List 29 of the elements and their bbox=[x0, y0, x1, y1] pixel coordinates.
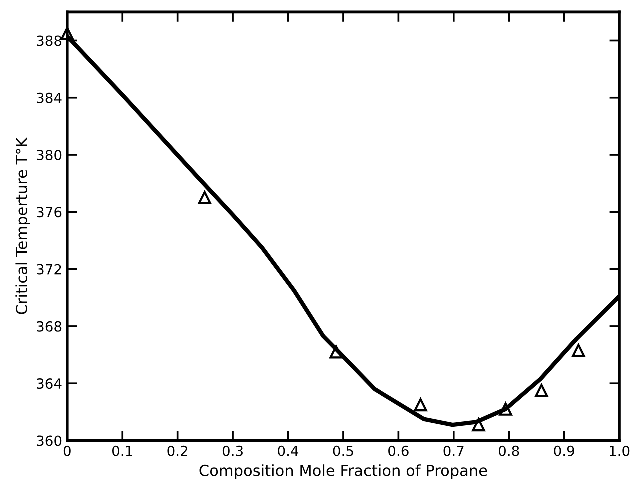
x-tick-label: 0.5 bbox=[333, 446, 354, 456]
x-tick-label: 0.1 bbox=[112, 446, 132, 456]
point bbox=[198, 191, 212, 204]
x-tick-label: 0.3 bbox=[222, 446, 243, 456]
x-tick-label: 0.7 bbox=[444, 446, 464, 456]
x-axis-title: Composition Mole Fraction of Propane bbox=[200, 464, 488, 480]
y-tick-label: 376 bbox=[37, 207, 62, 218]
x-tick-label: 0.8 bbox=[498, 446, 520, 456]
point bbox=[499, 402, 512, 416]
x-tick-label: 0.4 bbox=[278, 446, 299, 456]
y-tick-label: 384 bbox=[37, 92, 62, 104]
point bbox=[572, 344, 586, 358]
y-tick-label: 368 bbox=[37, 321, 62, 332]
y-tick-label: 360 bbox=[37, 436, 62, 446]
y-tick-label: 388 bbox=[37, 36, 62, 46]
point bbox=[60, 27, 74, 40]
x-tick-label: 1.0 bbox=[610, 446, 630, 456]
point bbox=[414, 398, 428, 412]
y-tick-label: 372 bbox=[37, 264, 62, 275]
point bbox=[472, 418, 486, 432]
y-axis-title: Critical Temperture T°K bbox=[16, 137, 30, 314]
point bbox=[535, 384, 548, 398]
x-tick-label: 0.9 bbox=[554, 446, 574, 456]
y-tick-label: 380 bbox=[37, 150, 62, 161]
y-tick-label: 364 bbox=[37, 378, 62, 390]
x-tick-label: 0 bbox=[64, 446, 71, 456]
point bbox=[330, 346, 343, 359]
x-tick-label: 0.6 bbox=[388, 446, 409, 456]
x-tick-label: 0.2 bbox=[168, 446, 188, 456]
